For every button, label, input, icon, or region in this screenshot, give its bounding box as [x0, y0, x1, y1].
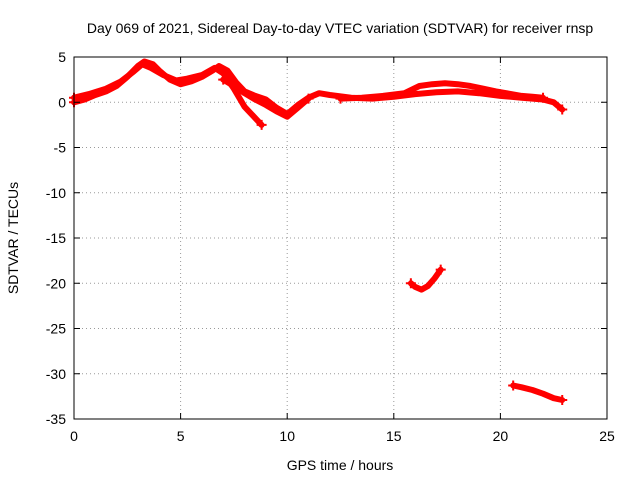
series-point-marker [435, 264, 446, 275]
y-tick-label: -20 [46, 275, 66, 291]
y-tick-label: 0 [58, 94, 66, 110]
x-axis-ticks: 0 5 10 15 20 25 [70, 57, 615, 444]
x-tick-label: 5 [177, 428, 185, 444]
y-tick-label: -15 [46, 230, 66, 246]
series-track-f [510, 382, 566, 403]
chart-title: Day 069 of 2021, Sidereal Day-to-day VTE… [87, 20, 593, 36]
data-series [69, 58, 568, 405]
y-tick-label: -5 [54, 140, 67, 156]
y-tick-label: -25 [46, 321, 66, 337]
x-tick-label: 20 [493, 428, 509, 444]
y-axis-label: SDTVAR / TECUs [5, 182, 21, 294]
series-point-marker [557, 394, 568, 405]
series-point-marker [538, 92, 549, 103]
x-tick-label: 25 [599, 428, 615, 444]
y-tick-label: -30 [46, 366, 66, 382]
series-track-c [220, 76, 312, 120]
series-track-b [71, 61, 265, 128]
y-tick-label: 5 [58, 49, 66, 65]
series-point-marker [256, 119, 267, 130]
series-point-marker [405, 278, 416, 289]
series-track-d [337, 80, 546, 102]
x-tick-label: 15 [386, 428, 402, 444]
series-point-marker [508, 380, 519, 391]
y-axis-ticks: 5 0 -5 -10 -15 -20 -25 -30 -35 [46, 49, 607, 427]
y-tick-label: -35 [46, 411, 66, 427]
series-track-e [407, 266, 444, 293]
y-tick-label: -10 [46, 185, 66, 201]
series-point-marker [335, 93, 346, 104]
plot-frame [73, 56, 608, 420]
x-axis-label: GPS time / hours [287, 457, 394, 473]
series-point-marker [303, 93, 314, 104]
series-point-marker [557, 104, 568, 115]
x-tick-label: 10 [279, 428, 295, 444]
series-point-marker [218, 74, 229, 85]
grid-lines [74, 57, 607, 419]
x-tick-label: 0 [70, 428, 78, 444]
